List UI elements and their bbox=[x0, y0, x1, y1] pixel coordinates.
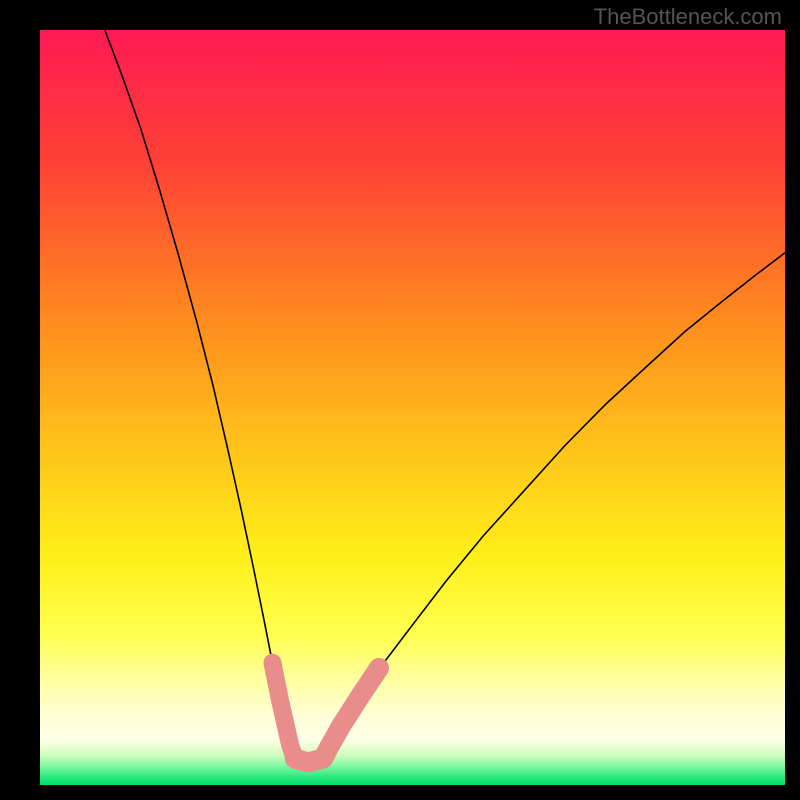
chart-curves-layer bbox=[40, 30, 785, 785]
curve-right bbox=[323, 253, 785, 759]
curve-left bbox=[105, 30, 295, 759]
marker-band-left bbox=[272, 663, 294, 759]
watermark-text: TheBottleneck.com bbox=[594, 4, 782, 30]
chart-container: TheBottleneck.com bbox=[0, 0, 800, 800]
marker-band-right bbox=[323, 668, 379, 759]
plot-area bbox=[40, 30, 785, 785]
